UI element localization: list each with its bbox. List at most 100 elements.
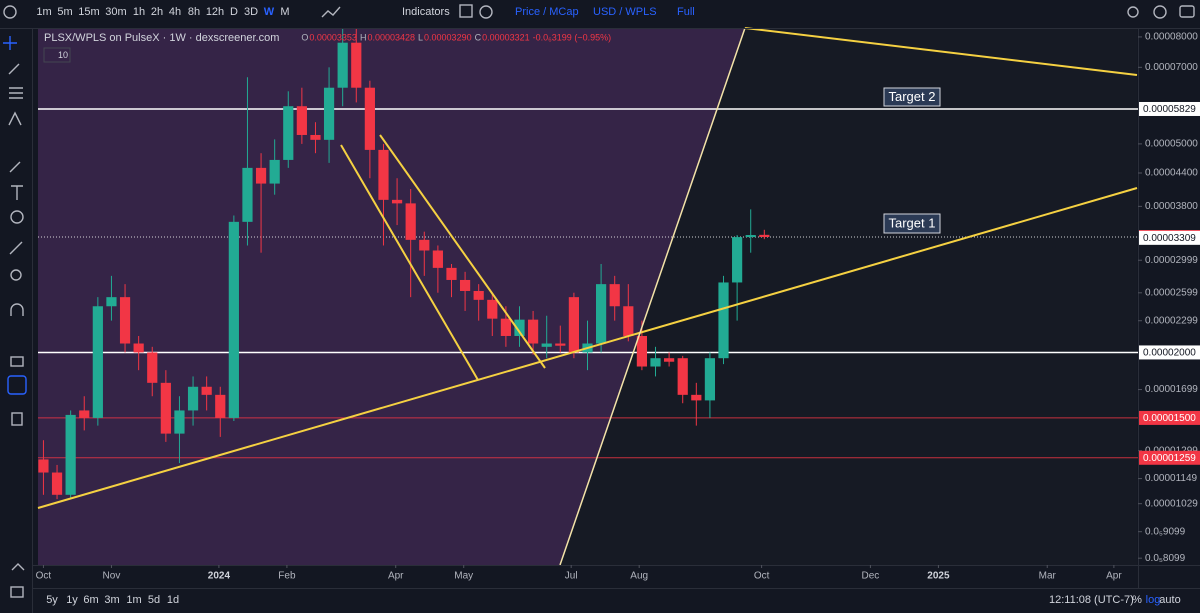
range-button[interactable]: 1m	[126, 594, 141, 606]
interval-button[interactable]: 15m	[78, 6, 99, 18]
x-tick-label: Mar	[1039, 571, 1057, 582]
interval-button[interactable]: D	[230, 6, 238, 18]
candle-body	[568, 297, 579, 353]
y-tick-label: 0.00001699	[1145, 384, 1198, 395]
ohlc-label: O	[301, 32, 308, 42]
candle-body	[745, 235, 756, 238]
chart-type-icon[interactable]	[321, 6, 341, 18]
line-tool[interactable]	[8, 63, 20, 75]
x-tick-label: Oct	[36, 571, 52, 582]
trend-line	[340, 144, 479, 381]
level-label-box	[1139, 410, 1200, 425]
currency-toggle[interactable]: USD / WPLS	[593, 6, 657, 18]
range-button[interactable]: 5d	[148, 594, 160, 606]
add-icon[interactable]	[3, 5, 17, 19]
candle-body	[79, 410, 90, 418]
text-tool[interactable]	[11, 185, 23, 200]
x-tick-label: Apr	[388, 571, 404, 582]
interval-button[interactable]: 3D	[244, 6, 258, 18]
pattern-tool[interactable]	[8, 111, 22, 126]
interval-button[interactable]: 30m	[105, 6, 126, 18]
candle-body	[364, 87, 375, 150]
range-button[interactable]: 1y	[66, 594, 78, 606]
interval-button[interactable]: W	[264, 6, 275, 18]
candle-body	[704, 358, 716, 401]
interval-button[interactable]: M	[280, 6, 289, 18]
y-tick-label: 0.00002299	[1145, 315, 1198, 326]
level-label-box	[1139, 450, 1200, 465]
ohlc-label: L	[418, 32, 423, 42]
candle-body	[65, 414, 76, 495]
x-tick-label: Jul	[565, 571, 578, 582]
interval-button[interactable]: 8h	[188, 6, 200, 18]
level-label-box	[1139, 101, 1200, 116]
y-tick-label: 0.00003800	[1145, 201, 1198, 212]
level-label: 0.00003309	[1143, 233, 1196, 244]
range-button[interactable]: 5y	[46, 594, 58, 606]
interval-button[interactable]: 4h	[169, 6, 181, 18]
settings-icon[interactable]	[1153, 5, 1167, 19]
candles	[38, 28, 770, 500]
y-tick-label: 0.00005000	[1145, 139, 1198, 150]
candle-body	[664, 358, 675, 362]
scale-option[interactable]: %	[1132, 594, 1142, 606]
trend-line	[37, 187, 1138, 509]
range-button[interactable]: 6m	[83, 594, 98, 606]
candle-body	[119, 297, 131, 344]
layout-icon[interactable]	[459, 4, 473, 18]
interval-button[interactable]: 1m	[36, 6, 51, 18]
candle-body	[555, 343, 566, 346]
camera-icon[interactable]	[1179, 5, 1195, 18]
brush-tool[interactable]	[9, 161, 21, 173]
ohlc-value: 0.00003428	[367, 32, 415, 42]
candle-body	[650, 358, 661, 367]
x-tick-label: May	[454, 571, 473, 582]
candle-body	[459, 279, 471, 291]
candle-body	[38, 459, 49, 473]
y-axis: 0.00008000 0.00007000 0.00005000 0.00004400…	[1138, 32, 1200, 564]
ohlc-value: 0.00003353	[309, 32, 357, 42]
currency-icon[interactable]	[479, 5, 493, 19]
trash-tool[interactable]	[11, 412, 23, 426]
candle-body	[487, 299, 498, 319]
annotation-box	[883, 87, 941, 107]
crosshair-tool[interactable]	[3, 36, 17, 50]
layers-tool[interactable]	[10, 586, 24, 598]
magnet-tool[interactable]	[10, 303, 24, 316]
visibility-tool[interactable]	[7, 375, 27, 395]
interval-button[interactable]: 5m	[57, 6, 72, 18]
symbol-title: PLSX/WPLS on PulseX · 1W · dexscreener.c…	[44, 32, 279, 44]
interval-button[interactable]: 12h	[206, 6, 224, 18]
level-label: 0.00002000	[1143, 348, 1196, 359]
y-tick-label: 0.00004400	[1145, 168, 1198, 179]
candle-body	[92, 306, 103, 418]
fib-tool[interactable]	[9, 87, 23, 99]
left-toolbar	[3, 5, 27, 598]
interval-button[interactable]: 2h	[151, 6, 163, 18]
range-button[interactable]: 1d	[167, 594, 179, 606]
indicator-box	[43, 47, 71, 63]
tree-tool[interactable]	[11, 563, 25, 571]
indicators-button[interactable]: Indicators	[402, 6, 450, 18]
scale-option[interactable]: auto	[1159, 594, 1180, 606]
ruler-tool[interactable]	[9, 241, 23, 255]
lock-tool[interactable]	[10, 356, 24, 367]
candle-body	[378, 149, 389, 200]
fullscreen-button[interactable]: Full	[677, 6, 695, 18]
emoji-tool[interactable]	[10, 210, 24, 224]
candle-body	[283, 106, 294, 160]
candle-body	[732, 237, 743, 283]
zoom-tool[interactable]	[10, 269, 22, 281]
candle-body	[174, 410, 185, 434]
shaded-zone	[38, 28, 745, 565]
level-label: 0.00001259	[1143, 453, 1196, 464]
zone-boundary	[559, 27, 746, 566]
candle-body	[596, 284, 607, 344]
price-mode-toggle[interactable]: Price / MCap	[515, 6, 579, 18]
candle-body	[541, 343, 552, 347]
candle-body	[215, 394, 226, 418]
scale-option[interactable]: log	[1146, 594, 1161, 606]
range-button[interactable]: 3m	[104, 594, 119, 606]
search-icon[interactable]	[1127, 6, 1139, 18]
interval-button[interactable]: 1h	[133, 6, 145, 18]
